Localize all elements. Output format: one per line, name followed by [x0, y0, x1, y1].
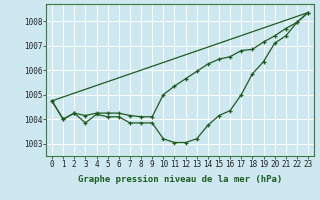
X-axis label: Graphe pression niveau de la mer (hPa): Graphe pression niveau de la mer (hPa) [78, 175, 282, 184]
